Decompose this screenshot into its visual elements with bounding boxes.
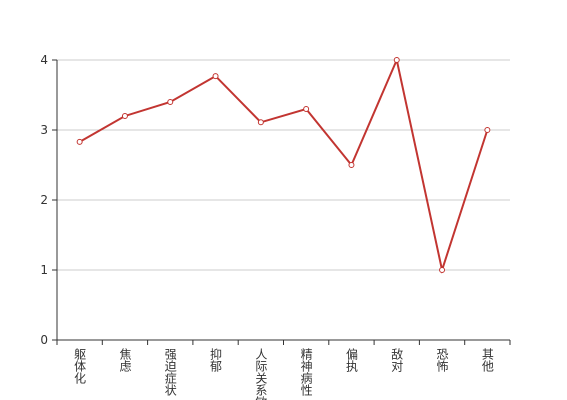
x-tick-label: 偏执 [344, 347, 358, 373]
point [484, 127, 491, 133]
y-tick-label: 3 [40, 123, 48, 137]
x-tick-label: 精神病性 [299, 348, 313, 397]
x-tick-label: 敌对 [390, 347, 404, 372]
x-tick-label: 焦虑 [118, 348, 132, 372]
x-tick-label: 恐怖 [435, 348, 449, 372]
point [76, 138, 83, 145]
y-tick-label: 1 [40, 263, 48, 277]
point [212, 73, 219, 80]
x-tick-label: 抑郁 [209, 347, 223, 373]
point [393, 57, 400, 63]
point [303, 106, 310, 112]
point [257, 119, 264, 126]
x-tick-label: 躯体化 [73, 347, 87, 385]
y-tick-label: 0 [40, 333, 48, 347]
x-tick-label: 强迫症状 [163, 348, 177, 396]
y-tick-label: 4 [40, 53, 48, 67]
y-tick-label: 2 [40, 193, 48, 207]
x-tick-label: 其他 [480, 348, 494, 372]
point [439, 267, 446, 273]
x-tick-label: 人际关系敏感 [254, 348, 268, 400]
line [79, 56, 489, 274]
point [167, 99, 174, 105]
point [348, 162, 355, 168]
point [121, 113, 128, 119]
